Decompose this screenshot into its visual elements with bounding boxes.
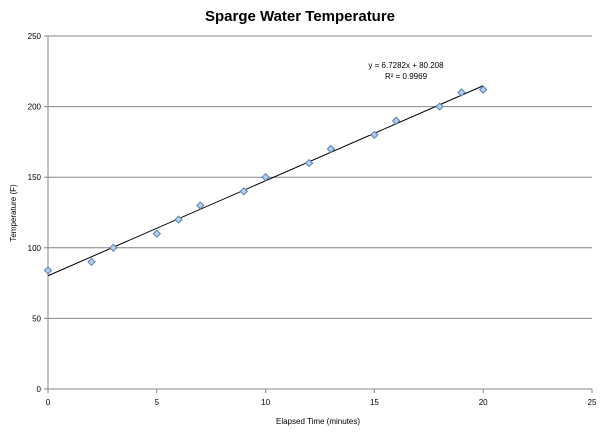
y-tick-label: 150 [28, 173, 42, 182]
y-tick-label: 100 [28, 244, 42, 253]
x-tick-labels: 0 5 10 15 20 25 [46, 389, 597, 407]
y-tick-label: 200 [28, 103, 42, 112]
data-point [304, 158, 314, 168]
data-point [43, 266, 53, 275]
data-point [239, 187, 249, 196]
y-axis-label: Temperature (F) [9, 184, 18, 242]
data-point [261, 172, 270, 182]
y-tick-label: 250 [28, 32, 42, 41]
data-point [370, 130, 379, 140]
x-tick-label: 0 [46, 398, 51, 407]
y-tick-label: 50 [32, 314, 41, 323]
x-tick-label: 15 [370, 398, 379, 407]
data-points [43, 85, 488, 275]
data-point [196, 201, 205, 210]
data-point [326, 144, 336, 154]
data-point [457, 88, 466, 97]
data-point [391, 116, 401, 125]
x-axis-label: Elapsed Time (minutes) [276, 417, 360, 426]
y-tick-labels: 0 50 100 150 200 250 [28, 32, 48, 394]
trendline-equation: y = 6.7282x + 80.208 [368, 61, 444, 70]
data-point [152, 229, 162, 238]
trendline-r2: R² = 0.9969 [385, 72, 428, 81]
data-point [174, 215, 183, 224]
data-point [435, 102, 444, 111]
data-point [109, 243, 118, 253]
y-tick-label: 0 [37, 385, 42, 394]
data-point [87, 257, 96, 267]
gridlines [48, 35, 592, 319]
x-tick-label: 10 [261, 398, 270, 407]
x-tick-label: 25 [588, 398, 597, 407]
data-point [478, 85, 488, 94]
x-tick-label: 20 [479, 398, 488, 407]
x-tick-label: 5 [155, 398, 160, 407]
chart-title: Sparge Water Temperature [205, 8, 395, 25]
